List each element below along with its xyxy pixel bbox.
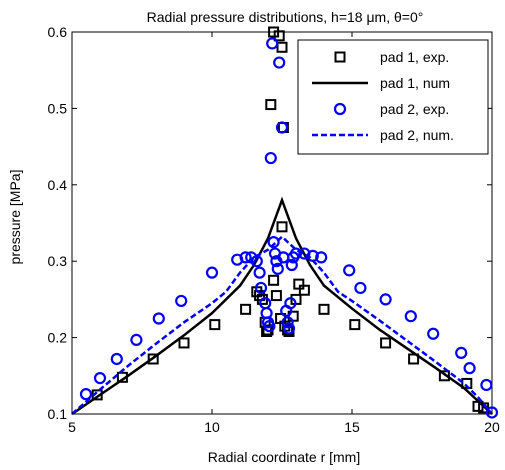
data-point-circle (152, 312, 165, 325)
data-point-square (408, 353, 420, 365)
y-tick-label: 0.4 (48, 177, 68, 193)
legend-label: pad 1, num (380, 75, 450, 91)
x-axis-label: Radial coordinate r [mm] (208, 449, 361, 465)
plot-area (71, 26, 499, 419)
legend-item-pad-2-exp: pad 2, exp. (333, 101, 449, 117)
data-point-square (240, 303, 252, 315)
data-point-circle (205, 266, 219, 279)
legend-item-pad-1-num: pad 1, num (312, 75, 450, 91)
y-tick-label: 0.5 (48, 100, 68, 116)
series-pad-2-num (71, 235, 493, 415)
y-axis-label: pressure [MPa] (7, 170, 23, 265)
data-point-circle (273, 56, 286, 69)
data-point-square (298, 284, 310, 296)
legend-label: pad 2, exp. (380, 101, 449, 117)
axis-ticks: 5 10 15 20 0.1 0.2 0.3 0.4 0.5 0.6 (48, 24, 500, 435)
data-point-circle (281, 316, 294, 329)
data-point-circle (315, 251, 328, 264)
legend-item-pad-2-num: pad 2, num. (312, 127, 454, 143)
data-point-square (293, 278, 305, 290)
data-point-circle (130, 333, 143, 346)
data-point-square (318, 303, 330, 315)
data-point-square (276, 41, 288, 53)
data-point-circle (282, 322, 296, 335)
legend-item-pad-1-exp: pad 1, exp. (334, 49, 449, 65)
data-point-square (147, 353, 159, 365)
x-tick-label: 10 (204, 419, 220, 435)
data-point-circle (427, 327, 440, 340)
legend-swatch-circle (333, 102, 347, 116)
x-tick-label: 5 (68, 419, 76, 435)
data-point-circle (271, 262, 284, 275)
data-point-circle (463, 362, 476, 375)
legend: pad 1, exp. pad 1, num pad 2, exp. pad 2, n… (297, 39, 489, 155)
data-point-square (268, 274, 280, 286)
y-tick-label: 0.3 (48, 253, 68, 269)
data-point-circle (485, 406, 499, 419)
series-pad-1-num (71, 196, 493, 416)
data-point-circle (110, 352, 123, 366)
data-point-circle (175, 294, 188, 308)
data-point-circle (79, 388, 93, 401)
data-point-circle (264, 151, 277, 165)
data-point-circle (266, 37, 279, 50)
data-point-square (270, 290, 282, 302)
x-tick-label: 15 (344, 419, 360, 435)
data-point-circle (275, 121, 289, 134)
data-point-square (380, 337, 392, 349)
data-point-circle (404, 310, 417, 323)
y-tick-label: 0.1 (48, 406, 68, 422)
series-line-pad-2-num (71, 235, 493, 415)
data-point-square (349, 319, 361, 331)
data-point-circle (284, 297, 297, 310)
legend-label: pad 1, exp. (380, 49, 449, 65)
data-point-circle (267, 236, 280, 249)
data-point-square (209, 319, 221, 331)
data-point-circle (254, 281, 268, 295)
data-point-circle (239, 251, 252, 264)
data-point-circle (263, 320, 276, 333)
data-point-square (276, 221, 288, 233)
data-point-square (265, 99, 277, 111)
data-point-circle (354, 281, 367, 295)
data-point-circle (480, 378, 493, 392)
data-point-square (178, 337, 190, 349)
data-point-circle (231, 253, 244, 266)
data-point-circle (343, 264, 356, 277)
data-point-circle (285, 258, 298, 272)
data-point-circle (379, 293, 392, 306)
data-point-square (273, 30, 285, 42)
chart-title: Radial pressure distributions, h=18 μm, … (147, 9, 424, 25)
series-pad-2-exp (79, 37, 499, 419)
series-line-pad-1-num (71, 196, 493, 416)
y-tick-label: 0.2 (48, 330, 68, 346)
y-tick-label: 0.6 (48, 24, 68, 40)
data-point-circle (253, 266, 266, 279)
x-tick-label: 20 (484, 419, 500, 435)
data-point-circle (455, 346, 468, 359)
data-point-circle (93, 371, 107, 385)
data-point-circle (298, 247, 311, 260)
legend-swatch-square (334, 51, 346, 63)
legend-box (297, 39, 489, 155)
legend-label: pad 2, num. (380, 127, 454, 143)
